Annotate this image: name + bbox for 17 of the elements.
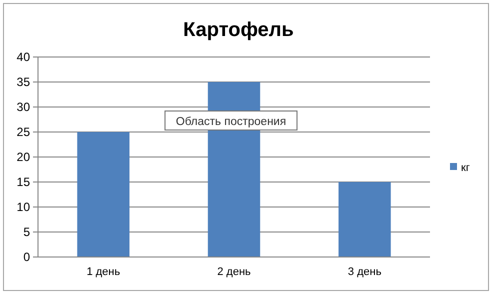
y-tick-label: 25	[16, 125, 30, 140]
x-tick-label: 2 день	[217, 266, 252, 278]
chart-title: Картофель	[183, 19, 294, 41]
y-tick-label: 10	[16, 200, 30, 214]
y-tick-label: 5	[23, 225, 30, 240]
bar	[338, 182, 391, 257]
y-tick-label: 40	[16, 50, 30, 64]
x-tick-label: 1 день	[86, 266, 120, 278]
y-tick-label: 0	[23, 250, 30, 264]
bar	[77, 132, 130, 257]
y-tick-label: 35	[16, 75, 30, 90]
y-tick-label: 30	[16, 100, 30, 114]
y-tick-label: 15	[16, 175, 30, 190]
annotation: Область построения	[176, 116, 286, 128]
x-tick-label: 3 день	[348, 266, 382, 278]
legend-label: кг	[461, 162, 470, 174]
y-tick-label: 20	[16, 150, 30, 164]
